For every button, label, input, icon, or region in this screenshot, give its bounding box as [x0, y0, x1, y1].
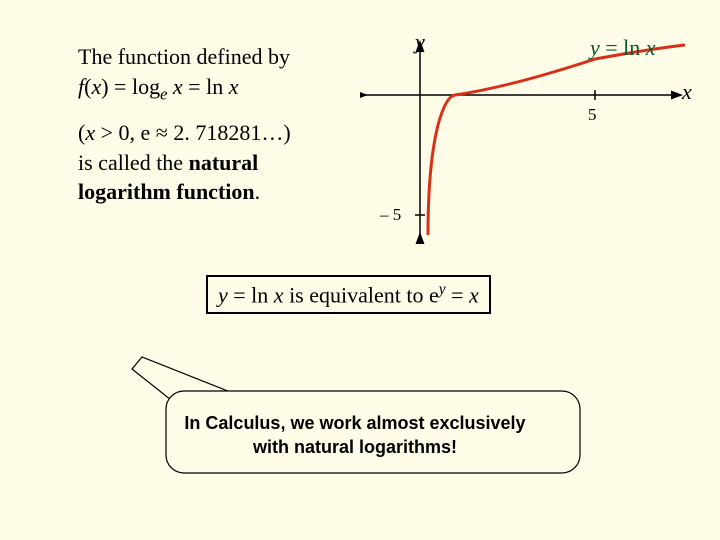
def-eq-ln: = ln	[183, 74, 229, 99]
equivalence-statement: y = ln x is equivalent to ey = x	[206, 275, 491, 314]
cond-dot: .	[255, 179, 261, 204]
ln-curve	[428, 45, 685, 235]
def-x-after-ln: x	[229, 74, 239, 99]
callout: In Calculus, we work almost exclusively …	[130, 355, 580, 485]
condition-text: (x > 0, e ≈ 2. 718281…) is called the na…	[78, 118, 348, 207]
equiv-eq1: = ln	[228, 282, 274, 307]
curve-eq-y: y	[590, 35, 600, 60]
def-fx-x: x	[91, 74, 101, 99]
equiv-sup-y: y	[439, 281, 446, 298]
cond-approx: ≈ 2. 718281…)	[150, 120, 290, 145]
equiv-eq2: =	[446, 282, 469, 307]
def-line1: The function defined by	[78, 44, 290, 69]
def-fx-close: )	[101, 74, 108, 99]
y-tick-neg5-label: – 5	[380, 205, 401, 225]
callout-text: In Calculus, we work almost exclusively …	[130, 411, 580, 460]
equiv-mid: is equivalent to e	[284, 282, 439, 307]
callout-line2: with natural logarithms!	[253, 437, 457, 457]
definition-text: The function defined by f(x) = loge x = …	[78, 42, 348, 105]
def-x-after-log: x	[173, 74, 183, 99]
equiv-x1: x	[274, 282, 284, 307]
x-axis-label: x	[682, 79, 692, 105]
cond-x: x	[85, 120, 95, 145]
curve-equation: y = ln x	[590, 35, 656, 61]
y-axis-label: y	[415, 29, 425, 55]
def-eq-log: = log	[109, 74, 161, 99]
cond-gt: > 0, e	[95, 120, 150, 145]
equiv-y1: y	[218, 282, 228, 307]
x-tick-5-label: 5	[588, 105, 597, 125]
cond-called: is called the	[78, 150, 189, 175]
equiv-x2: x	[469, 282, 479, 307]
graph-svg	[360, 35, 690, 245]
callout-line1: In Calculus, we work almost exclusively	[184, 413, 525, 433]
curve-eq-ln: = ln	[600, 35, 646, 60]
ln-graph: y x 5 – 5 y = ln x	[360, 35, 690, 245]
curve-eq-x: x	[646, 35, 656, 60]
